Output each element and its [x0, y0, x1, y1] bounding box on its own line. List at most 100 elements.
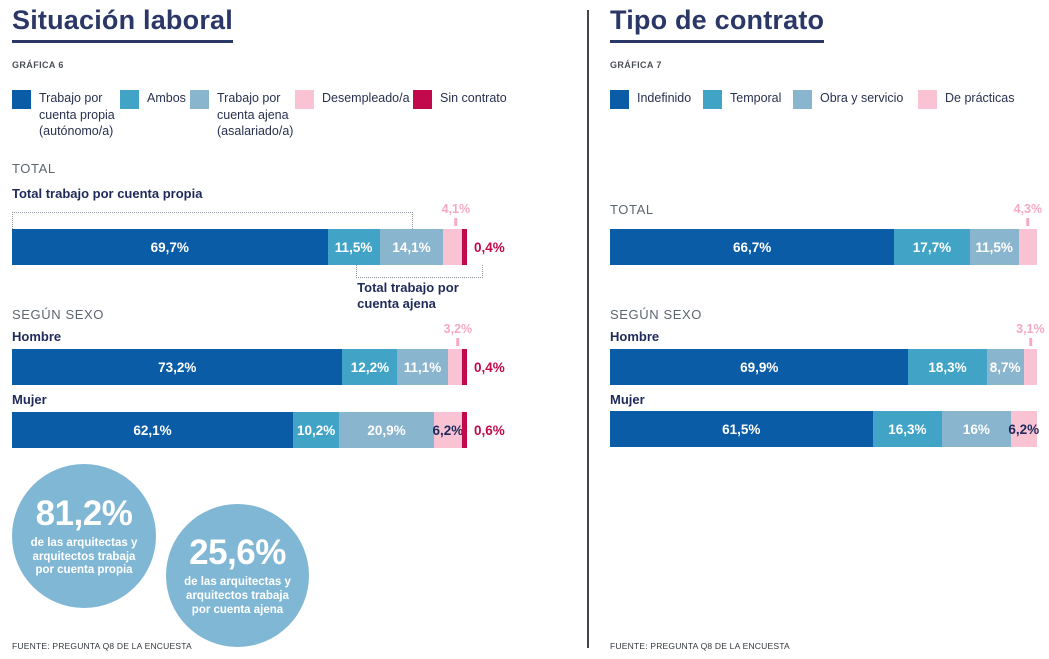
legend-label: Obra y servicio [820, 91, 904, 105]
bar-name-hombre: Hombre [12, 329, 62, 344]
stacked-bar-hombre: 69,9% 18,3% 8,7% 3,1% [610, 322, 1045, 385]
segment-ambos: 12,2% [342, 349, 398, 385]
segment-trabajo-por-cuenta-propia-autónomo-a-: 62,1% [12, 412, 294, 448]
legend-swatch-obra-y-servicio [793, 90, 812, 109]
source-note-right: FUENTE: PREGUNTA Q8 DE LA ENCUESTA [610, 641, 790, 651]
value-label: 16% [962, 421, 990, 437]
panel-situacion-laboral: Situación laboral GRÁFICA 6 Trabajo por … [12, 0, 562, 659]
value-label: 69,7% [150, 239, 189, 255]
value-label: 11,5% [334, 239, 373, 255]
segment-de-prácticas [1018, 229, 1037, 265]
bar-row-mujer: 61,5% 16,3% 16% 6,2% [610, 411, 1040, 447]
page-title-left: Situación laboral [12, 5, 233, 43]
section-label-total: TOTAL [610, 202, 654, 217]
value-label: 8,7% [989, 359, 1021, 375]
value-label: 66,7% [732, 239, 772, 255]
grafica-caption-right: GRÁFICA 7 [610, 60, 662, 70]
segment-trabajo-por-cuenta-ajena-asalariado-a-: 11,1% [397, 349, 448, 385]
segment-de-prácticas [1023, 349, 1037, 385]
panel-divider [587, 10, 589, 648]
legend-item-obra-y-servicio: Obra y servicio [793, 90, 903, 109]
value-label: 12,2% [350, 359, 390, 375]
bar-row-total: 66,7% 17,7% 11,5% 4,3% [610, 202, 1042, 265]
highlight-text: de las arquitectas y arquitectos trabaja… [30, 536, 138, 577]
value-label-outside: 0,6% [474, 422, 505, 438]
bracket-label-cuenta-ajena: Total trabajo por cuenta ajena [357, 280, 459, 312]
value-label: 6,2% [1008, 421, 1040, 437]
segment-obra-y-servicio: 8,7% [986, 349, 1024, 385]
segment-temporal: 17,7% [894, 229, 970, 265]
bar-block-total: 66,7% 17,7% 11,5% 4,3% [610, 202, 1042, 265]
legend-label: Trabajo por cuenta ajena (asalariado/a) [217, 91, 294, 138]
segment-de-prácticas: 6,2% [1008, 411, 1040, 447]
value-label: 17,7% [912, 239, 952, 255]
value-label: 11,5% [975, 239, 1013, 255]
legend-swatch-indefinido [610, 90, 629, 109]
segment-desempleado-a [443, 229, 462, 265]
segment-obra-y-servicio: 11,5% [969, 229, 1019, 265]
value-label-above: 4,3% [1014, 202, 1042, 226]
highlight-circle-cuenta-ajena: 25,6% de las arquitectas y arquitectos t… [166, 504, 309, 647]
bar-block-mujer: 62,1% 10,2% 20,9% 6,2% 0,6% [12, 412, 505, 448]
segment-trabajo-por-cuenta-ajena-asalariado-a-: 20,9% [339, 412, 434, 448]
legend-swatch-desempleado [295, 90, 314, 109]
page-title-right: Tipo de contrato [610, 5, 825, 43]
segment-sin-contrato [462, 412, 467, 448]
segment-indefinido: 61,5% [610, 411, 873, 447]
legend-swatch-ambos [120, 90, 139, 109]
bar-row-total: 69,7% 11,5% 14,1% 4,1% 0,4% [12, 202, 505, 265]
highlight-value: 81,2% [35, 493, 133, 533]
bar-name-mujer: Mujer [610, 392, 645, 407]
source-note-left: FUENTE: PREGUNTA Q8 DE LA ENCUESTA [12, 641, 192, 651]
legend-label: De prácticas [945, 91, 1015, 105]
bar-block-hombre: 73,2% 12,2% 11,1% 3,2% 0,4% [12, 322, 505, 385]
value-label: 10,2% [296, 422, 336, 438]
bar-row-hombre: 73,2% 12,2% 11,1% 3,2% 0,4% [12, 322, 505, 385]
stacked-bar-total: 69,7% 11,5% 14,1% 4,1% [12, 202, 470, 265]
segment-indefinido: 66,7% [610, 229, 895, 265]
legend-item-ambos: Ambos [120, 90, 186, 109]
legend-label: Sin contrato [440, 91, 507, 105]
section-label-segun-sexo: SEGÚN SEXO [12, 307, 104, 322]
value-label-outside: 0,4% [474, 359, 505, 375]
label-tick [1026, 218, 1030, 226]
segment-ambos: 11,5% [327, 229, 380, 265]
bracket-cuenta-ajena: Total trabajo por cuenta ajena [356, 265, 483, 311]
bracket-cuenta-propia [12, 212, 413, 229]
label-tick [454, 218, 458, 226]
legend-item-indefinido: Indefinido [610, 90, 691, 109]
legend-swatch-cuenta-propia [12, 90, 31, 109]
stacked-bar-hombre: 73,2% 12,2% 11,1% 3,2% [12, 322, 472, 385]
segment-desempleado-a [447, 349, 463, 385]
bar-block-mujer: 61,5% 16,3% 16% 6,2% [610, 411, 1040, 447]
value-label-above: 3,1% [1016, 322, 1045, 346]
value-label: 73,2% [158, 359, 197, 375]
highlight-text: de las arquitectas y arquitectos trabaja… [184, 576, 291, 616]
value-label-outside: 0,4% [474, 239, 505, 255]
highlight-circle-cuenta-propia: 81,2% de las arquitectas y arquitectos t… [12, 464, 156, 608]
legend-right: Indefinido Temporal Obra y servicio De p… [610, 90, 1042, 162]
legend-item-cuenta-ajena: Trabajo por cuenta ajena (asalariado/a) [190, 90, 305, 140]
value-label: 16,3% [888, 421, 927, 437]
highlight-value: 25,6% [189, 533, 286, 573]
bracket-label-cuenta-propia: Total trabajo por cuenta propia [12, 186, 203, 201]
segment-temporal: 16,3% [872, 411, 943, 447]
legend-label: Desempleado/a [322, 91, 410, 105]
stacked-bar-mujer: 61,5% 16,3% 16% 6,2% [610, 411, 1040, 447]
value-label: 14,1% [392, 239, 431, 255]
grafica-caption-left: GRÁFICA 6 [12, 60, 64, 70]
value-label: 62,1% [133, 422, 172, 438]
value-label: 11,1% [403, 359, 442, 375]
label-tick [456, 338, 460, 346]
legend-item-temporal: Temporal [703, 90, 781, 109]
segment-trabajo-por-cuenta-propia-autónomo-a-: 69,7% [12, 229, 328, 265]
value-label: 69,9% [740, 359, 779, 375]
label-tick [1028, 338, 1032, 346]
legend-item-sin-contrato: Sin contrato [413, 90, 507, 109]
bar-name-mujer: Mujer [12, 392, 47, 407]
segment-sin-contrato [462, 229, 467, 265]
segment-sin-contrato [462, 349, 468, 385]
segment-desempleado-a: 6,2% [433, 412, 463, 448]
value-label-above: 3,2% [444, 322, 472, 346]
